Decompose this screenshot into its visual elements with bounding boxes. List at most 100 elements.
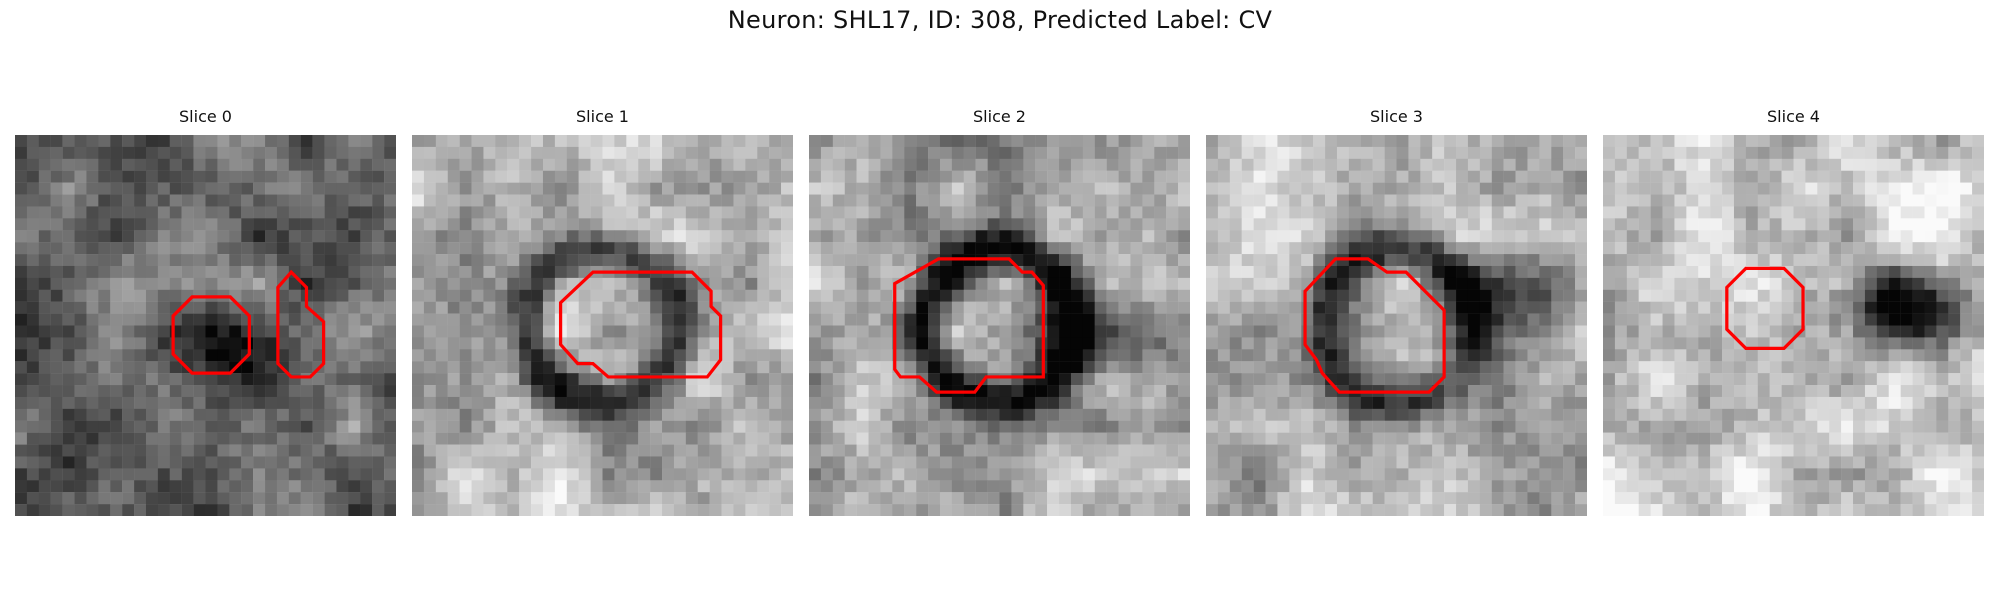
pixel [312,492,325,505]
pixel [999,182,1012,195]
pixel [1626,265,1639,279]
pixel [1503,135,1516,148]
pixel [169,420,182,433]
pixel [1154,158,1167,171]
pixel [1575,408,1587,421]
pixel [880,254,893,267]
pixel [820,480,834,493]
pixel [1130,492,1143,505]
pixel [1265,289,1278,302]
pixel [1745,135,1758,148]
pixel [1575,170,1587,183]
pixel [809,194,822,207]
pixel [423,349,437,362]
pixel [1313,242,1326,255]
pixel [1829,349,1842,362]
pixel [384,206,396,219]
pixel [602,361,615,374]
pixel [1253,194,1266,207]
pixel [1035,254,1048,267]
pixel [1289,385,1302,398]
pixel [507,277,520,290]
pixel [1348,230,1361,243]
pixel [709,254,722,267]
pixel [205,265,218,279]
pixel [1094,230,1107,243]
pixel [1912,182,1925,195]
pixel [384,396,396,410]
pixel [1864,432,1878,445]
pixel [626,325,639,338]
pixel [122,432,135,445]
pixel [844,432,857,445]
pixel [229,349,242,362]
pixel [868,468,881,481]
pixel [495,396,508,410]
pixel [1301,396,1314,410]
pixel [1757,456,1770,469]
pixel [1154,480,1167,493]
pixel [904,301,917,314]
pixel [265,218,278,231]
pixel [1372,242,1385,255]
pixel [721,265,734,279]
pixel [1853,373,1866,386]
pixel [1047,265,1060,279]
pixel [360,349,373,362]
pixel [1575,277,1587,290]
pixel [844,313,857,326]
pixel [312,337,325,350]
pixel [300,468,313,481]
pixel [1023,301,1036,314]
pixel [1781,158,1794,171]
pixel [384,468,396,481]
pixel [1396,135,1409,148]
pixel [832,242,845,255]
pixel [412,373,425,386]
pixel [348,182,361,195]
pixel [384,194,396,207]
pixel [241,289,254,302]
pixel [1289,289,1302,302]
pixel [939,206,953,219]
pixel [1864,277,1878,290]
pixel [1396,504,1409,516]
slice-panel-0: Slice 0 [15,105,396,516]
pixel [312,373,325,386]
pixel [1467,385,1481,398]
pixel [733,361,746,374]
pixel [1408,408,1421,421]
pixel [205,468,218,481]
pixel [928,182,941,195]
pixel [1011,396,1024,410]
pixel [868,385,881,398]
pixel [1781,135,1794,148]
pixel [471,432,484,445]
pixel [38,242,51,255]
pixel [781,396,793,410]
pixel [733,349,746,362]
pixel [1912,135,1925,148]
pixel [423,468,437,481]
pixel [384,456,396,469]
pixel [928,289,941,302]
pixel [447,182,460,195]
pixel [1686,420,1699,433]
pixel [1710,408,1723,421]
pixel [62,313,75,326]
pixel [1503,337,1516,350]
pixel [542,349,556,362]
pixel [1336,504,1350,516]
pixel [709,396,722,410]
pixel [1444,480,1457,493]
pixel [1781,218,1794,231]
pixel [1229,242,1242,255]
pixel [1674,408,1687,421]
pixel [1070,135,1084,148]
pixel [769,373,782,386]
pixel [26,146,40,160]
pixel [673,289,687,302]
pixel [447,158,460,171]
pixel [673,230,687,243]
pixel [157,420,170,433]
